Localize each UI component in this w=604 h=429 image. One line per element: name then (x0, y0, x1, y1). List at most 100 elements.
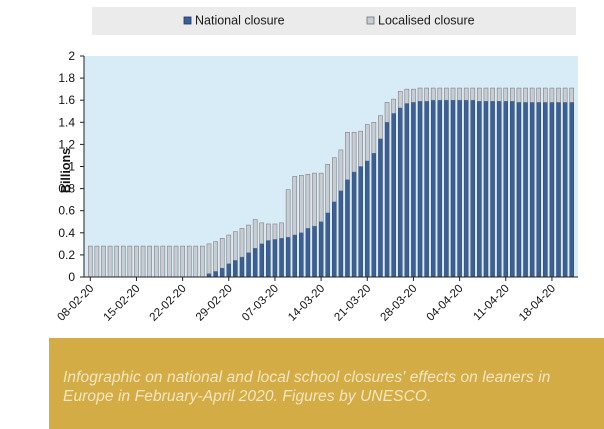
bar-national (391, 113, 396, 278)
caption-text: Infographic on national and local school… (63, 369, 551, 405)
bar-national (457, 99, 462, 278)
bar-national (404, 103, 410, 278)
bar-localised (94, 245, 100, 278)
bar-localised (345, 131, 350, 181)
bar-national (463, 99, 469, 278)
bar-national (450, 99, 456, 278)
bar-localised (120, 245, 126, 278)
bar-national (430, 99, 436, 278)
bar-national (477, 101, 482, 278)
bar-localised (206, 243, 212, 274)
bar-localised (239, 228, 245, 258)
bar-national (490, 101, 495, 278)
bar-localised (424, 87, 429, 102)
x-tick-label: 08-02-20 (55, 283, 96, 324)
bar-localised (252, 219, 258, 249)
bar-national (219, 267, 225, 278)
bar-localised (549, 87, 555, 103)
bar-national (318, 221, 324, 278)
bar-national (279, 238, 284, 278)
bar-localised (358, 130, 363, 167)
bar-localised (569, 87, 574, 103)
bar-national (371, 153, 377, 278)
bar-localised (318, 172, 324, 223)
bar-national (556, 102, 561, 278)
bar-localised (305, 173, 311, 229)
bar-national (437, 99, 443, 278)
plot-area (84, 56, 578, 277)
bar-localised (153, 245, 159, 278)
bar-national (305, 228, 311, 278)
bar-national (252, 248, 258, 278)
bar-localised (404, 88, 410, 104)
bar-localised (444, 87, 449, 101)
caption-box: Infographic on national and local school… (49, 338, 604, 429)
bar-national (246, 252, 251, 278)
bar-localised (88, 245, 93, 278)
bar-national (397, 107, 403, 278)
bar-national (483, 101, 489, 278)
bar-localised (516, 87, 522, 103)
closures-chart-svg: National closure Localised closure 0 0.2 0.… (55, 7, 578, 324)
bar-localised (173, 245, 179, 278)
bar-localised (213, 241, 218, 272)
y-tick-label: 2 (68, 49, 75, 63)
bar-national (239, 256, 245, 278)
bar-localised (193, 245, 199, 278)
bar-localised (364, 124, 370, 162)
y-axis-label: Billions (59, 148, 73, 193)
bar-localised (477, 87, 482, 102)
bar-national (266, 240, 271, 278)
bar-national (299, 232, 304, 278)
y-tick-label: 1.6 (58, 93, 75, 107)
bar-localised (299, 175, 304, 234)
bar-national (332, 201, 337, 278)
x-tick-label: 21-03-20 (332, 283, 373, 324)
bar-localised (463, 87, 469, 101)
bar-localised (430, 87, 436, 101)
bar-national (285, 237, 291, 278)
bar-localised (200, 245, 205, 278)
bar-localised (114, 245, 119, 278)
bar-localised (391, 98, 396, 114)
bar-localised (266, 223, 271, 241)
bar-localised (186, 245, 192, 278)
y-tick-label: 1 (68, 160, 75, 174)
x-tick-label: 14-03-20 (286, 283, 327, 324)
bar-national (549, 102, 555, 278)
bar-localised (490, 87, 495, 102)
bar-localised (167, 245, 172, 278)
bar-national (523, 102, 528, 278)
bar-national (365, 160, 370, 278)
x-tick-label: 22-02-20 (148, 283, 189, 324)
bar-localised (259, 222, 265, 245)
bar-localised (536, 87, 542, 103)
bar-localised (510, 87, 515, 102)
bar-localised (371, 122, 377, 154)
x-tick-label: 18-04-20 (517, 283, 558, 324)
bar-localised (437, 87, 443, 101)
bar-localised (219, 238, 225, 269)
bar-national (213, 271, 218, 278)
bar-national (444, 99, 449, 278)
bar-localised (180, 245, 185, 278)
legend-item-national: National closure (183, 14, 285, 28)
bar-national (338, 190, 344, 278)
legend-label: Localised closure (378, 14, 475, 28)
closures-chart: National closure Localised closure 0 0.2 0.… (55, 7, 578, 324)
bar-localised (457, 87, 462, 101)
bar-localised (411, 88, 416, 103)
bar-localised (140, 245, 146, 278)
bar-localised (332, 157, 337, 203)
bar-localised (226, 234, 232, 264)
bar-national (272, 239, 278, 278)
y-tick-label: 0.4 (58, 226, 75, 240)
x-tick-label: 15-02-20 (102, 283, 143, 324)
bar-national (358, 166, 363, 278)
bar-localised (338, 149, 344, 192)
bar-localised (450, 87, 456, 101)
bar-national (503, 101, 509, 278)
bar-localised (160, 245, 166, 278)
bar-localised (107, 245, 113, 278)
bar-national (529, 102, 535, 278)
